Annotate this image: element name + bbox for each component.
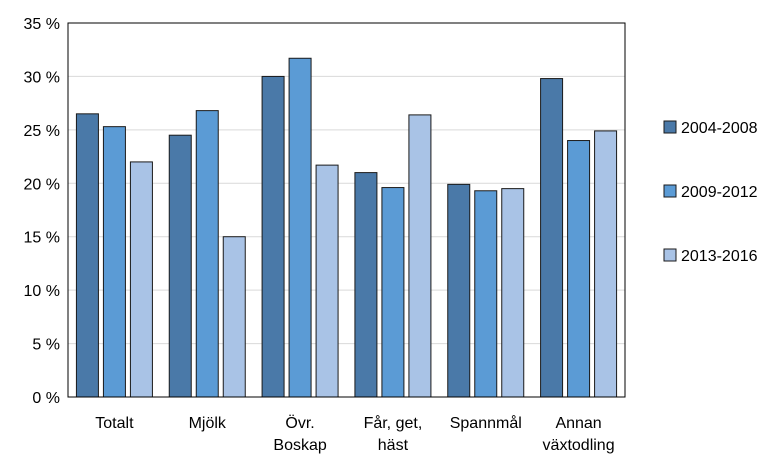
x-category-label: Annan (555, 415, 601, 432)
bar-2009-2012-4 (474, 190, 498, 398)
bar-2013-2016-2 (315, 164, 339, 398)
legend-label: 2004-2008 (681, 120, 758, 137)
x-category-label: häst (378, 437, 409, 454)
y-tick-label: 30 % (24, 69, 60, 86)
y-axis-tick-labels: 0 % 5 % 10 % 15 % 20 % 25 % 30 % 35 % (24, 16, 60, 407)
bar-2004-2008-2 (261, 75, 285, 398)
x-category-label: Får, get, (364, 414, 423, 432)
y-tick-label: 25 % (24, 123, 60, 140)
x-category-label: Övr. (285, 414, 314, 432)
bar-2009-2012-3 (381, 187, 405, 398)
bar-2013-2016-3 (408, 114, 432, 398)
x-category-label: växtodling (543, 437, 615, 454)
bar-2004-2008-1 (168, 134, 192, 398)
bar-2013-2016-4 (501, 188, 525, 398)
bar-2004-2008-3 (354, 172, 378, 398)
bar-2009-2012-2 (288, 57, 312, 398)
x-category-label: Mjölk (189, 415, 227, 432)
bar-2004-2008-0 (75, 113, 99, 398)
x-category-label: Boskap (273, 437, 326, 454)
y-tick-label: 0 % (32, 390, 60, 407)
x-category-label: Totalt (95, 415, 134, 432)
gridlines (68, 22, 625, 398)
plot-area-frame (67, 22, 626, 398)
legend-swatch (663, 120, 677, 134)
legend: 2004-2008 2009-2012 2013-2016 (663, 120, 758, 265)
legend-label: 2009-2012 (681, 184, 758, 201)
x-category-label: Spannmål (450, 414, 522, 432)
legend-swatch (663, 184, 677, 198)
bar-2004-2008-5 (540, 78, 564, 398)
y-tick-label: 5 % (32, 337, 60, 354)
bar-2013-2016-0 (129, 161, 153, 398)
bar-2013-2016-5 (594, 130, 618, 398)
y-tick-label: 20 % (24, 176, 60, 193)
y-tick-label: 15 % (24, 230, 60, 247)
bar-2009-2012-1 (195, 110, 219, 398)
legend-swatch (663, 248, 677, 262)
legend-label: 2013-2016 (681, 248, 758, 265)
y-tick-label: 10 % (24, 283, 60, 300)
bar-2004-2008-4 (447, 183, 471, 398)
x-axis-category-labels: Totalt Mjölk Övr. Boskap Får, get, häst Spannm… (95, 414, 614, 454)
bar-2009-2012-0 (102, 126, 126, 398)
bars (75, 57, 618, 398)
bar-2009-2012-5 (567, 140, 591, 398)
bar-2013-2016-1 (222, 236, 246, 398)
y-tick-label: 35 % (24, 16, 60, 33)
